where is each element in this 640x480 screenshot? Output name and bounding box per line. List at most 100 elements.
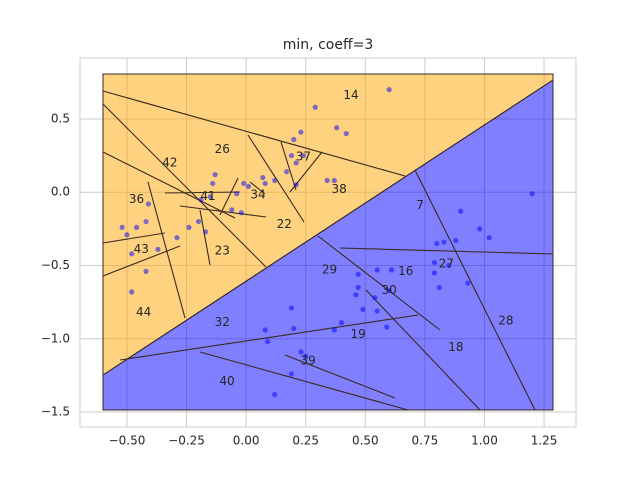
split-line xyxy=(102,151,236,219)
point xyxy=(386,287,392,294)
region-label: 27 xyxy=(439,257,454,271)
point xyxy=(355,271,361,277)
point xyxy=(324,177,330,184)
point xyxy=(486,235,492,241)
region-label: 39 xyxy=(300,353,315,367)
point xyxy=(272,391,278,398)
region-blue xyxy=(102,79,554,411)
point xyxy=(119,224,125,231)
point xyxy=(529,191,535,197)
point xyxy=(262,180,268,187)
region-label: 32 xyxy=(215,315,230,329)
points xyxy=(119,87,535,398)
split-line xyxy=(339,247,554,255)
x-tick-label: 1.25 xyxy=(531,434,558,448)
point xyxy=(143,268,149,274)
point xyxy=(303,353,309,359)
region-label: 29 xyxy=(322,262,337,276)
point xyxy=(238,210,244,216)
labels: −0.50 −0.25 0.00 0.25 0.50 0.75 1.00 1.25 0.5 0.0… xyxy=(41,88,558,447)
region-label: 28 xyxy=(498,314,513,328)
region-label: 26 xyxy=(215,142,230,156)
point xyxy=(353,292,359,298)
point xyxy=(198,196,204,203)
region-label: 22 xyxy=(277,217,292,231)
point xyxy=(212,172,218,178)
region-label: 42 xyxy=(162,155,177,169)
point xyxy=(372,295,378,301)
split-line xyxy=(365,289,481,411)
region-label: 14 xyxy=(343,88,358,102)
point xyxy=(186,224,192,231)
split-line xyxy=(147,181,186,319)
y-tick-label: −1.0 xyxy=(41,331,70,345)
region-label: 34 xyxy=(250,188,265,202)
point xyxy=(384,324,390,330)
y-tick-label: −1.5 xyxy=(41,405,70,419)
point xyxy=(210,180,216,187)
point xyxy=(260,174,266,181)
partition xyxy=(102,73,554,411)
point xyxy=(241,180,247,187)
point xyxy=(465,280,471,286)
region-label: 44 xyxy=(136,305,151,319)
chart-title: min, coeff=3 xyxy=(283,37,373,53)
x-tick-label: 1.00 xyxy=(471,434,498,448)
point xyxy=(124,232,130,238)
region-label: 18 xyxy=(448,340,463,354)
point xyxy=(288,371,295,377)
point xyxy=(374,308,380,314)
x-tick-label: −0.25 xyxy=(168,434,205,448)
point xyxy=(291,325,297,332)
split-line xyxy=(164,191,241,194)
point xyxy=(343,131,349,137)
point xyxy=(262,327,268,333)
point xyxy=(453,237,459,244)
point xyxy=(360,306,366,313)
point xyxy=(434,240,440,247)
point xyxy=(386,87,392,93)
split-line xyxy=(219,177,239,216)
point xyxy=(334,125,340,131)
point xyxy=(431,259,438,266)
y-tick-label: 0.0 xyxy=(51,185,70,199)
point xyxy=(195,218,202,225)
axes-frame xyxy=(79,57,577,428)
split-line xyxy=(102,103,267,268)
region-label: 36 xyxy=(129,192,144,206)
split-line xyxy=(284,354,396,399)
point xyxy=(431,270,438,276)
split-line xyxy=(199,351,409,411)
y-tick-label: 0.5 xyxy=(51,111,70,125)
point xyxy=(288,305,295,311)
region-label: 19 xyxy=(351,327,366,341)
split-line xyxy=(414,169,536,411)
partition-lines xyxy=(102,90,554,411)
split-line xyxy=(317,235,441,331)
split-line xyxy=(102,245,181,277)
point xyxy=(143,218,149,225)
point xyxy=(446,262,452,269)
region-label: 38 xyxy=(331,182,346,196)
point xyxy=(203,229,209,235)
point xyxy=(436,284,442,291)
point xyxy=(298,129,304,135)
point xyxy=(298,349,304,355)
y-tick-label: −0.5 xyxy=(41,258,70,272)
region-label: 30 xyxy=(381,283,396,297)
point xyxy=(174,235,180,241)
region-label: 23 xyxy=(215,243,230,257)
point xyxy=(133,224,140,231)
point xyxy=(355,284,361,291)
point xyxy=(245,183,252,189)
point xyxy=(477,226,483,232)
point xyxy=(388,267,395,273)
point xyxy=(293,160,299,166)
point xyxy=(145,201,152,207)
point xyxy=(284,169,290,175)
point xyxy=(129,289,135,295)
point xyxy=(312,104,318,110)
x-tick-label: −0.50 xyxy=(109,434,146,448)
point xyxy=(374,267,380,273)
point xyxy=(288,152,295,159)
